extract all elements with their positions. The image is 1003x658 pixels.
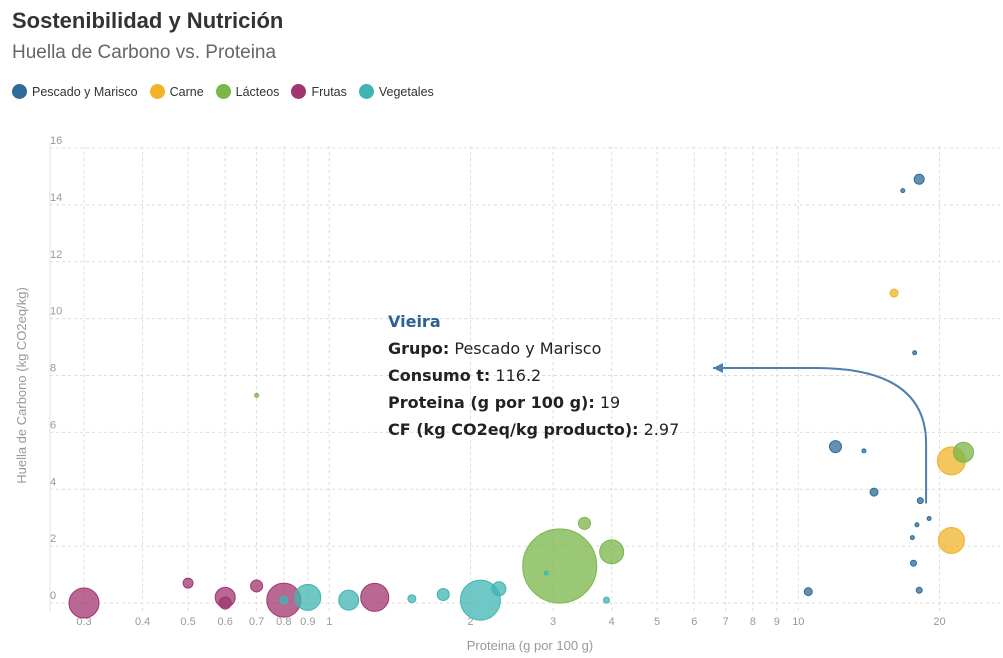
y-tick-label: 4 [50,476,56,488]
x-tick-label: 5 [654,616,660,628]
tooltip-label: Grupo [388,339,443,358]
x-tick-label: 9 [774,616,780,628]
y-tick-label: 2 [50,533,56,545]
legend-swatch [291,84,307,99]
y-tick-label: 10 [50,306,62,318]
data-point [182,577,194,589]
data-point [912,350,918,356]
x-tick-label: 0.9 [300,616,315,628]
y-tick-label: 8 [50,363,56,375]
tooltip: Vieira Grupo: Pescado y Marisco Consumo … [388,308,679,443]
y-tick-label: 14 [50,192,62,204]
data-point [599,539,625,565]
chart-subtitle: Huella de Carbono vs. Proteina [12,42,277,63]
x-tick-label: 4 [609,616,615,628]
data-point [338,589,360,611]
data-point [522,528,598,604]
data-point [900,188,906,194]
legend-swatch [149,84,165,99]
tooltip-row: Grupo: Pescado y Marisco [388,339,602,358]
x-tick-label: 0.6 [218,616,233,628]
legend-swatch [215,84,231,99]
data-point [861,448,867,454]
chart-title: Sostenibilidad y Nutrición [12,8,284,33]
data-point [926,516,932,522]
y-tick-label: 0 [50,590,56,602]
y-tick-label: 12 [50,249,62,261]
data-point [953,441,975,463]
x-tick-label: 0.7 [249,616,264,628]
data-point [909,535,915,541]
tooltip-value: 2.97 [643,420,680,439]
data-point [491,581,507,597]
arrow-head [713,363,723,373]
data-point [407,594,417,604]
x-tick-label: 2 [467,616,473,628]
data-point [360,582,390,612]
data-point [914,522,920,528]
legend: Pescado y Marisco Carne Lácteos Frutas V… [12,84,446,99]
data-point [279,595,289,605]
legend-item-pescado[interactable]: Pescado y Marisco [12,84,138,99]
data-point [250,579,264,593]
legend-swatch [12,84,27,99]
tooltip-value: 19 [599,393,621,412]
tooltip-value: 116.2 [495,366,542,385]
x-tick-label: 7 [723,616,729,628]
y-tick-label: 16 [50,135,62,147]
tooltip-label: CF (kg CO2eq/kg producto) [388,420,633,439]
data-point [603,596,611,604]
data-point [909,559,917,567]
data-point [913,173,925,185]
x-tick-label: 6 [691,616,697,628]
x-tick-label: 0.5 [180,616,195,628]
legend-item-lacteos[interactable]: Lácteos [215,84,280,99]
tooltip-value: Pescado y Marisco [454,339,602,358]
data-point [294,583,322,611]
tooltip-row: Consumo t: 116.2 [388,366,542,385]
data-point [937,526,965,554]
legend-label: Vegetales [378,84,434,99]
x-tick-label: 0.3 [76,616,91,628]
legend-label: Lácteos [235,84,280,99]
y-tick-label: 6 [50,419,56,431]
data-point [869,487,879,497]
x-tick-label: 1 [326,616,332,628]
legend-item-vegetales[interactable]: Vegetales [358,84,434,99]
data-point [803,587,813,597]
y-axis-title: Huella de Carbono (kg CO2eq/kg) [14,287,29,484]
tooltip-label: Proteina (g por 100 g) [388,393,589,412]
x-tick-label: 3 [550,616,556,628]
data-point [543,570,549,576]
tooltip-label: Consumo t [388,366,484,385]
data-point [436,587,450,601]
legend-label: Pescado y Marisco [32,84,138,99]
data-point [889,288,899,298]
legend-label: Carne [169,84,204,99]
data-point [577,516,591,530]
tooltip-title: Vieira [388,312,441,331]
tooltip-row: Proteina (g por 100 g): 19 [388,393,621,412]
data-point [459,579,501,621]
x-tick-label: 0.4 [135,616,150,628]
legend-swatch [358,84,374,99]
data-point [254,392,260,398]
data-point [915,586,923,594]
data-point [218,596,232,610]
data-point [68,587,100,619]
legend-item-carne[interactable]: Carne [149,84,204,99]
x-tick-label: 10 [792,616,804,628]
data-point [916,497,924,505]
x-tick-label: 0.8 [276,616,291,628]
tooltip-arrow [713,367,928,504]
legend-item-frutas[interactable]: Frutas [291,84,347,99]
legend-label: Frutas [311,84,347,99]
data-point [828,440,842,454]
x-tick-label: 20 [933,616,945,628]
x-tick-label: 8 [750,616,756,628]
x-axis-title: Proteina (g por 100 g) [467,638,593,653]
tooltip-row: CF (kg CO2eq/kg producto): 2.97 [388,420,680,439]
